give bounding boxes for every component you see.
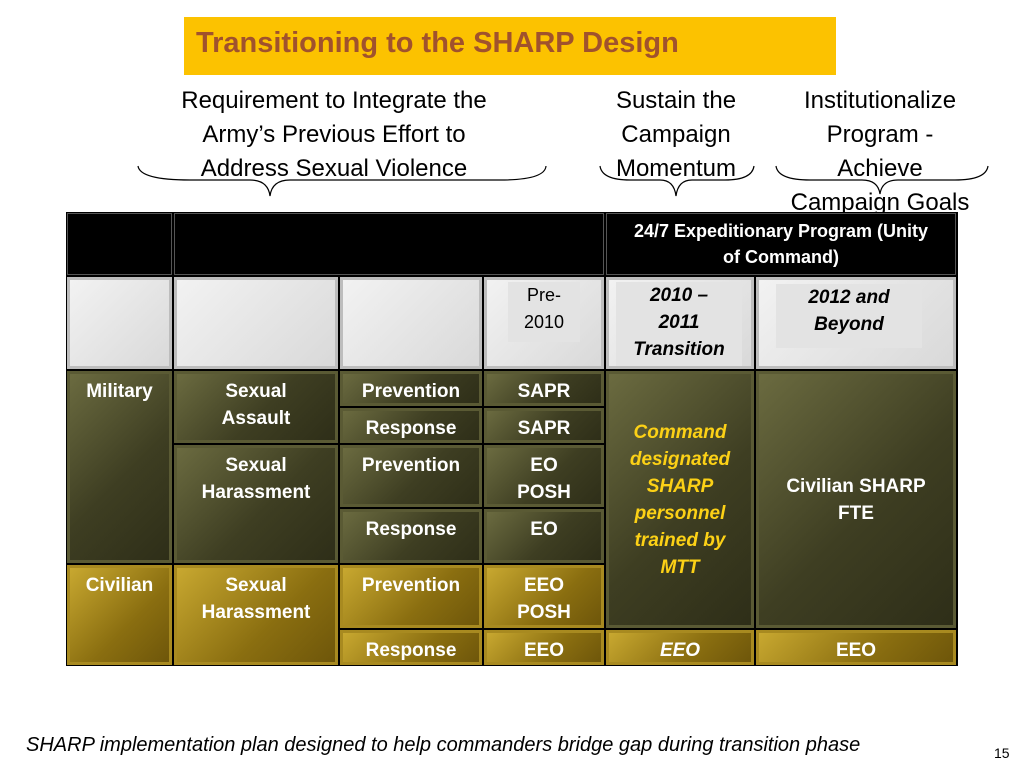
- phase-pre-2010: Pre-2010: [508, 282, 580, 342]
- phase-beyond-label: 2012 and Beyond: [808, 287, 890, 335]
- footer-caption: SHARP implementation plan designed to he…: [26, 734, 861, 756]
- eo-posh-label: EO POSH: [517, 455, 571, 503]
- phase-cell-blank-3: [340, 277, 482, 369]
- program-header: 24/7 Expeditionary Program (Unity of Com…: [606, 213, 956, 275]
- transition-eeo-label: EEO: [659, 640, 701, 661]
- heading-line: Army’s Previous Effort to: [202, 121, 466, 148]
- header-cell-blank-1: [67, 213, 172, 275]
- transition-content-cell: Command designated SHARP personnel train…: [606, 371, 754, 628]
- phase-cell-blank-1: [67, 277, 172, 369]
- page-number: 15: [994, 745, 1010, 761]
- response-label: Response: [365, 418, 457, 439]
- sexual-harassment-civ-label: Sexual Harassment: [201, 575, 311, 623]
- heading-institutionalize: Institutionalize Program - Achieve Campa…: [770, 84, 990, 220]
- phase-beyond: 2012 and Beyond: [776, 284, 922, 348]
- title-banner: Transitioning to the SHARP Design: [184, 17, 836, 75]
- transition-content-label: Command designated SHARP personnel train…: [629, 421, 731, 578]
- prevention-label: Prevention: [361, 455, 461, 476]
- heading-line: Achieve: [837, 155, 923, 182]
- program-header-label: 24/7 Expeditionary Program (Unity of Com…: [633, 221, 929, 267]
- sapr-prevention-cell: SAPR: [484, 371, 604, 406]
- heading-line: Momentum: [615, 155, 737, 182]
- row-civilian: Civilian: [67, 565, 172, 665]
- response-label: Response: [365, 519, 457, 540]
- eeo-cell: EEO: [484, 630, 604, 665]
- heading-line: Institutionalize: [803, 87, 957, 114]
- phase-transition-label: 2010 – 2011 Transition: [633, 285, 725, 360]
- brace-institutionalize: [775, 165, 989, 195]
- prevention-label: Prevention: [361, 381, 461, 402]
- sexual-assault-label: Sexual Assault: [221, 381, 291, 429]
- sapr-label: SAPR: [517, 418, 571, 439]
- row-military: Military: [67, 371, 172, 563]
- phase-transition: 2010 – 2011 Transition: [616, 282, 742, 366]
- prevention-label: Prevention: [361, 575, 461, 596]
- response-sa-cell: Response: [340, 408, 482, 443]
- beyond-content-cell: Civilian SHARP FTE: [756, 371, 956, 628]
- sexual-assault-cell: Sexual Assault: [174, 371, 338, 443]
- eeo-posh-cell: EEO POSH: [484, 565, 604, 628]
- brace-requirement: [137, 165, 547, 197]
- header-cell-blank-2: [174, 213, 604, 275]
- response-label: Response: [365, 640, 457, 661]
- phase-pre-label: Pre-2010: [523, 285, 565, 332]
- eo-posh-cell: EO POSH: [484, 445, 604, 507]
- sapr-response-cell: SAPR: [484, 408, 604, 443]
- prevention-sh-cell: Prevention: [340, 445, 482, 507]
- brace-lines: [137, 165, 989, 197]
- heading-line: Sustain the: [615, 87, 737, 114]
- prevention-sa-cell: Prevention: [340, 371, 482, 406]
- sexual-harassment-mil-label: Sexual Harassment: [201, 455, 311, 503]
- civilian-label: Civilian: [85, 575, 154, 596]
- heading-sustain: Sustain the Campaign Momentum: [596, 84, 756, 186]
- heading-line: Campaign: [621, 121, 731, 148]
- slide-title: Transitioning to the SHARP Design: [196, 27, 679, 59]
- response-civ-cell: Response: [340, 630, 482, 665]
- response-sh-cell: Response: [340, 509, 482, 563]
- heading-line: Requirement to Integrate the: [181, 87, 487, 114]
- phase-cell-blank-2: [174, 277, 338, 369]
- heading-line: Program -: [826, 121, 934, 148]
- military-label: Military: [86, 381, 153, 402]
- heading-requirement: Requirement to Integrate the Army’s Prev…: [134, 84, 534, 186]
- sexual-harassment-civ-cell: Sexual Harassment: [174, 565, 338, 665]
- prevention-civ-cell: Prevention: [340, 565, 482, 628]
- eo-label: EO: [530, 519, 558, 540]
- brace-sustain: [599, 165, 755, 197]
- sapr-label: SAPR: [517, 381, 571, 402]
- beyond-eeo-cell: EEO: [756, 630, 956, 665]
- transition-eeo-cell: EEO: [606, 630, 754, 665]
- sexual-harassment-mil-cell: Sexual Harassment: [174, 445, 338, 563]
- beyond-eeo-label: EEO: [835, 640, 877, 661]
- heading-line: Address Sexual Violence: [200, 155, 468, 182]
- beyond-content-label: Civilian SHARP FTE: [786, 475, 926, 524]
- eo-cell: EO: [484, 509, 604, 563]
- eeo-posh-label: EEO POSH: [517, 575, 571, 623]
- eeo-label: EEO: [523, 640, 565, 661]
